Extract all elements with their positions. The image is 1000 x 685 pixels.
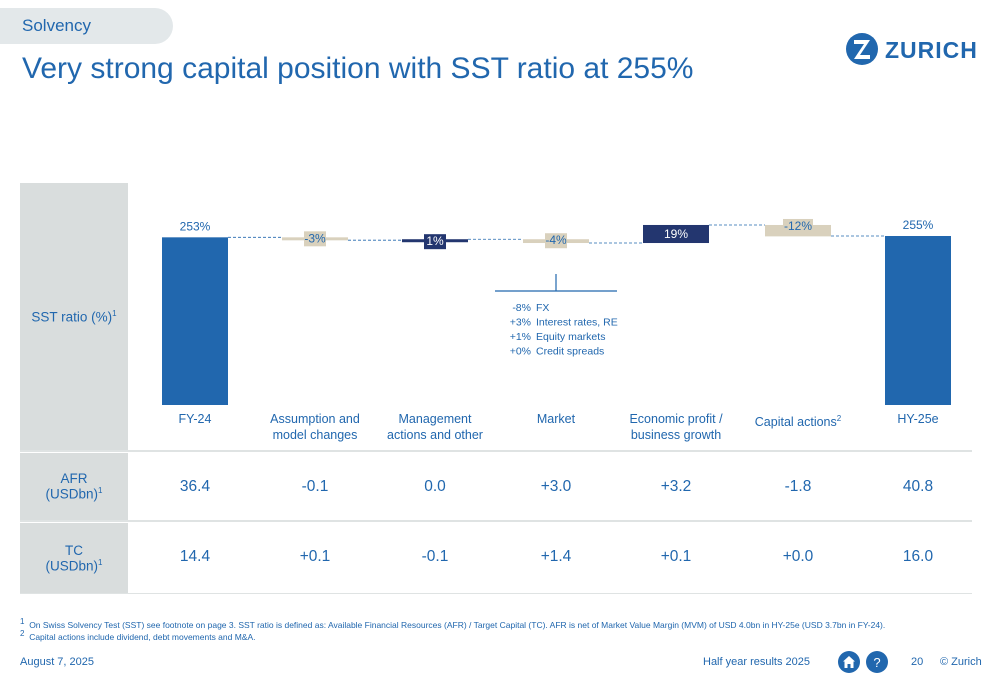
bar-total <box>162 237 228 405</box>
tc-value: 14.4 <box>179 548 211 565</box>
row-divider <box>20 520 972 522</box>
help-button[interactable]: ? <box>866 651 888 673</box>
breakdown-value: +1% <box>510 331 531 343</box>
category-label: Economic profit / business growth <box>629 412 723 442</box>
category-label: Market <box>536 412 576 426</box>
sst-row-label: SST ratio (%)1 <box>20 183 128 450</box>
afr-value: 36.4 <box>179 478 211 495</box>
copyright: © Zurich <box>940 656 982 668</box>
bar-label-background <box>783 218 813 234</box>
category-label: Management actions and other <box>387 412 483 442</box>
afr-value: +3.2 <box>660 478 692 495</box>
home-button[interactable] <box>838 651 860 673</box>
breakdown-value: +3% <box>510 317 531 329</box>
afr-value: -0.1 <box>301 478 329 495</box>
footer-document-title: Half year results 2025 <box>703 656 810 668</box>
breakdown-label: Credit spreads <box>536 346 604 358</box>
breakdown-label: FX <box>536 302 549 314</box>
page-number: 20 <box>911 656 924 668</box>
breakdown-label: Equity markets <box>536 331 605 343</box>
footnote-2: 2 Capital actions include dividend, debt… <box>20 629 256 642</box>
sst-waterfall-chart: 253% -3% 1% -4% 19% -12% 255% -8% FX +3% Interest… <box>162 218 951 405</box>
home-icon <box>843 656 855 668</box>
zurich-logo: ZURICH <box>845 30 980 70</box>
svg-text:ZURICH: ZURICH <box>885 37 978 63</box>
bar-value-label: -3% <box>304 231 326 245</box>
breakdown-value: +0% <box>510 346 531 358</box>
tc-value: +0.1 <box>299 548 331 565</box>
bar-label-background <box>545 233 567 249</box>
row-divider <box>20 450 972 452</box>
bar-value-label: -12% <box>784 219 812 233</box>
breakdown-label: Interest rates, RE <box>536 317 618 329</box>
tc-row-label: TC (USDbn)1 <box>20 523 128 593</box>
breakdown-value: -8% <box>512 302 531 314</box>
section-label: Solvency <box>22 16 91 35</box>
afr-value: 40.8 <box>902 478 934 495</box>
tc-value: +0.0 <box>782 548 814 565</box>
help-icon: ? <box>873 654 881 670</box>
afr-value: +3.0 <box>540 478 572 495</box>
tc-value: +1.4 <box>540 548 572 565</box>
afr-value: 0.0 <box>424 478 446 495</box>
market-breakdown: -8% FX +3% Interest rates, RE +1% Equity mark… <box>495 274 618 358</box>
category-label: FY-24 <box>178 412 212 426</box>
category-label: Capital actions2 <box>754 414 842 430</box>
bar-increase <box>643 224 709 244</box>
bar-value-label: 1% <box>426 234 444 248</box>
footnote-1: 1 On Swiss Solvency Test (SST) see footn… <box>20 617 886 630</box>
afr-row-label: AFR (USDbn)1 <box>20 453 128 520</box>
category-label: Assumption and model changes <box>270 412 360 442</box>
tc-value: +0.1 <box>660 548 692 565</box>
tc-value: -0.1 <box>421 548 449 565</box>
bar-label-background <box>304 231 326 247</box>
tc-value: 16.0 <box>902 548 934 565</box>
category-label: HY-25e <box>897 412 939 426</box>
bar-value-label: 255% <box>903 218 934 232</box>
bar-value-label: 253% <box>180 219 211 233</box>
afr-value: -1.8 <box>784 478 812 495</box>
bar-value-label: 19% <box>664 227 688 241</box>
bar-value-label: -4% <box>545 233 567 247</box>
page-title: Very strong capital position with SST ra… <box>22 52 694 85</box>
footer-date: August 7, 2025 <box>20 656 95 668</box>
row-divider <box>20 593 972 594</box>
bar-total <box>885 236 951 405</box>
section-pill <box>0 8 173 44</box>
bar-label-background <box>424 234 446 250</box>
